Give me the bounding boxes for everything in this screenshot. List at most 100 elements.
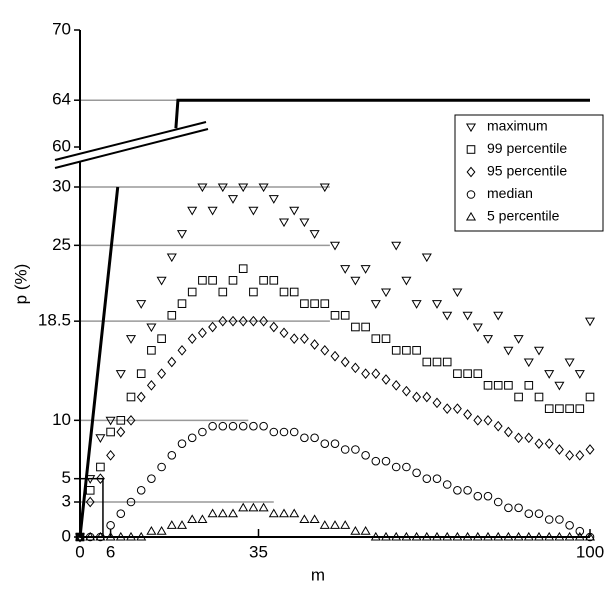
marker [391,379,401,391]
marker [585,392,595,402]
marker [340,311,350,320]
marker [207,508,218,518]
marker [361,368,371,380]
marker [85,486,95,495]
marker [95,473,105,485]
legend-marker [466,190,476,199]
marker [177,439,187,448]
marker [565,521,574,530]
marker [248,502,259,512]
marker [453,486,462,495]
marker [238,421,248,431]
marker [228,276,238,285]
marker [249,421,258,431]
y-tick-label: 25 [52,235,71,254]
marker [432,357,442,367]
y-tick-label: 18.5 [38,311,71,330]
marker [320,439,330,448]
marker [268,508,279,518]
marker [330,311,340,320]
x-axis-label: m [311,565,325,584]
marker [258,183,269,193]
marker [157,368,167,380]
marker [412,468,421,478]
marker [493,531,504,541]
marker [166,520,177,529]
marker [198,427,207,437]
marker [116,416,126,425]
marker [238,264,248,273]
marker [136,300,147,309]
marker [177,344,187,356]
marker [330,350,340,362]
marker [187,287,197,297]
marker [463,486,472,495]
marker [96,462,105,472]
marker [115,370,126,379]
marker [412,391,422,403]
marker [197,327,207,339]
marker [391,241,402,251]
marker [554,444,564,455]
marker [472,531,483,541]
marker [259,421,268,431]
marker [268,195,279,204]
marker [483,491,493,501]
break-mark [54,128,209,169]
marker [483,414,493,426]
marker [74,531,86,541]
marker [380,531,392,541]
marker [198,276,207,285]
legend-marker [466,166,476,178]
marker [147,346,156,355]
marker [320,344,330,356]
marker [564,531,575,541]
marker [278,218,290,228]
marker [259,315,269,327]
marker [167,356,177,368]
marker [402,462,411,472]
marker [422,391,432,403]
marker [95,434,106,444]
y-tick-label: 5 [62,468,71,487]
marker [126,414,136,426]
marker [584,317,596,327]
marker [534,509,544,518]
marker [361,322,370,332]
marker [309,514,320,524]
marker [493,497,503,507]
marker [167,451,177,460]
marker [279,427,289,437]
marker [473,414,483,426]
marker [248,315,258,327]
y-axis-label: p (%) [11,264,30,305]
marker [146,525,157,535]
marker [217,508,228,518]
marker [289,333,299,345]
marker [289,206,300,216]
marker [176,520,188,529]
marker [350,276,361,286]
marker [125,335,137,344]
marker [218,421,228,431]
marker [207,206,218,216]
marker [187,433,197,443]
marker [575,526,585,536]
marker [350,525,361,535]
marker [289,287,299,297]
marker [75,531,85,543]
marker [279,287,289,297]
marker [85,531,96,541]
marker [523,531,534,541]
marker [105,416,116,426]
marker [116,509,126,518]
marker [228,421,238,431]
marker [370,531,381,541]
marker [422,357,432,367]
marker [289,508,300,518]
marker [544,515,554,524]
legend-label: maximum [487,118,548,134]
marker [534,392,544,402]
marker [218,315,228,327]
